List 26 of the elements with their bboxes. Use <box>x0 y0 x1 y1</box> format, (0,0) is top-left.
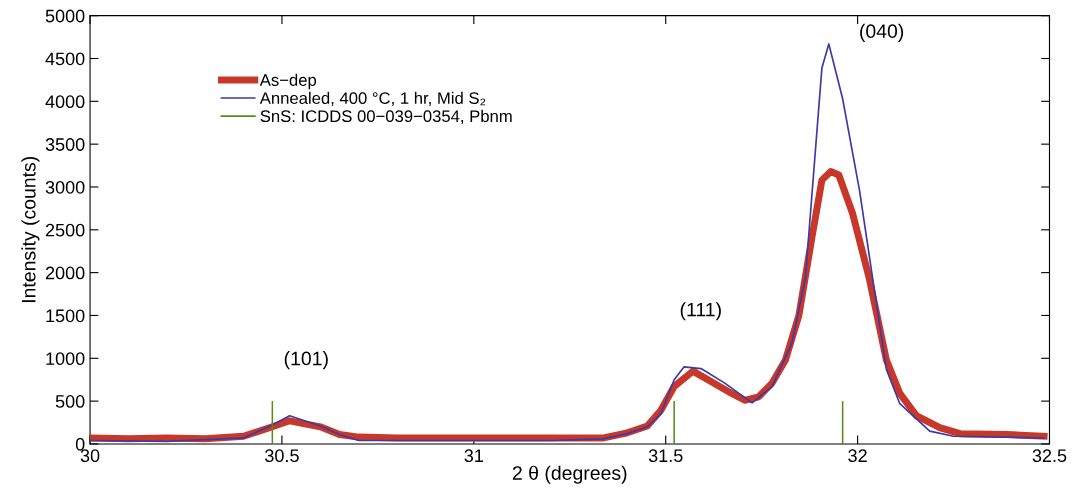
x-tick-label: 32 <box>848 449 867 463</box>
y-tick-label: 3000 <box>45 180 85 194</box>
y-tick-label: 4000 <box>45 95 85 109</box>
y-tick-label: 500 <box>55 395 85 408</box>
x-axis-title: 2 θ (degrees) <box>512 465 627 484</box>
y-tick-label: 5000 <box>45 9 85 23</box>
legend-label: Annealed, 400 °C, 1 hr, Mid S₂ <box>259 91 486 106</box>
y-tick-label: 0 <box>75 437 85 451</box>
legend-label: As−dep <box>259 73 317 90</box>
x-tick-label: 30 <box>80 449 100 463</box>
line-series <box>90 43 1045 443</box>
x-tick-label: 32.5 <box>1032 449 1067 463</box>
x-tick-label: 31 <box>464 449 483 463</box>
y-tick-label: 4500 <box>45 52 85 66</box>
x-tick-label: 30.5 <box>265 449 299 463</box>
y-tick-label: 2500 <box>45 223 85 237</box>
y-tick-label: 1500 <box>46 309 85 323</box>
x-tick-label: 31.5 <box>648 449 683 463</box>
y-tick-label: 2000 <box>45 266 85 280</box>
y-tick-label: 3500 <box>45 138 85 151</box>
y-tick-label: 1000 <box>46 352 85 366</box>
y-axis-title: Intensity (counts) <box>21 156 40 303</box>
annotation: (101) <box>284 351 328 370</box>
annotation: (040) <box>860 23 904 42</box>
legend-label: SnS: ICDDS 00−039−0354, Pbnm <box>260 109 512 125</box>
annotation: (111) <box>680 302 721 321</box>
